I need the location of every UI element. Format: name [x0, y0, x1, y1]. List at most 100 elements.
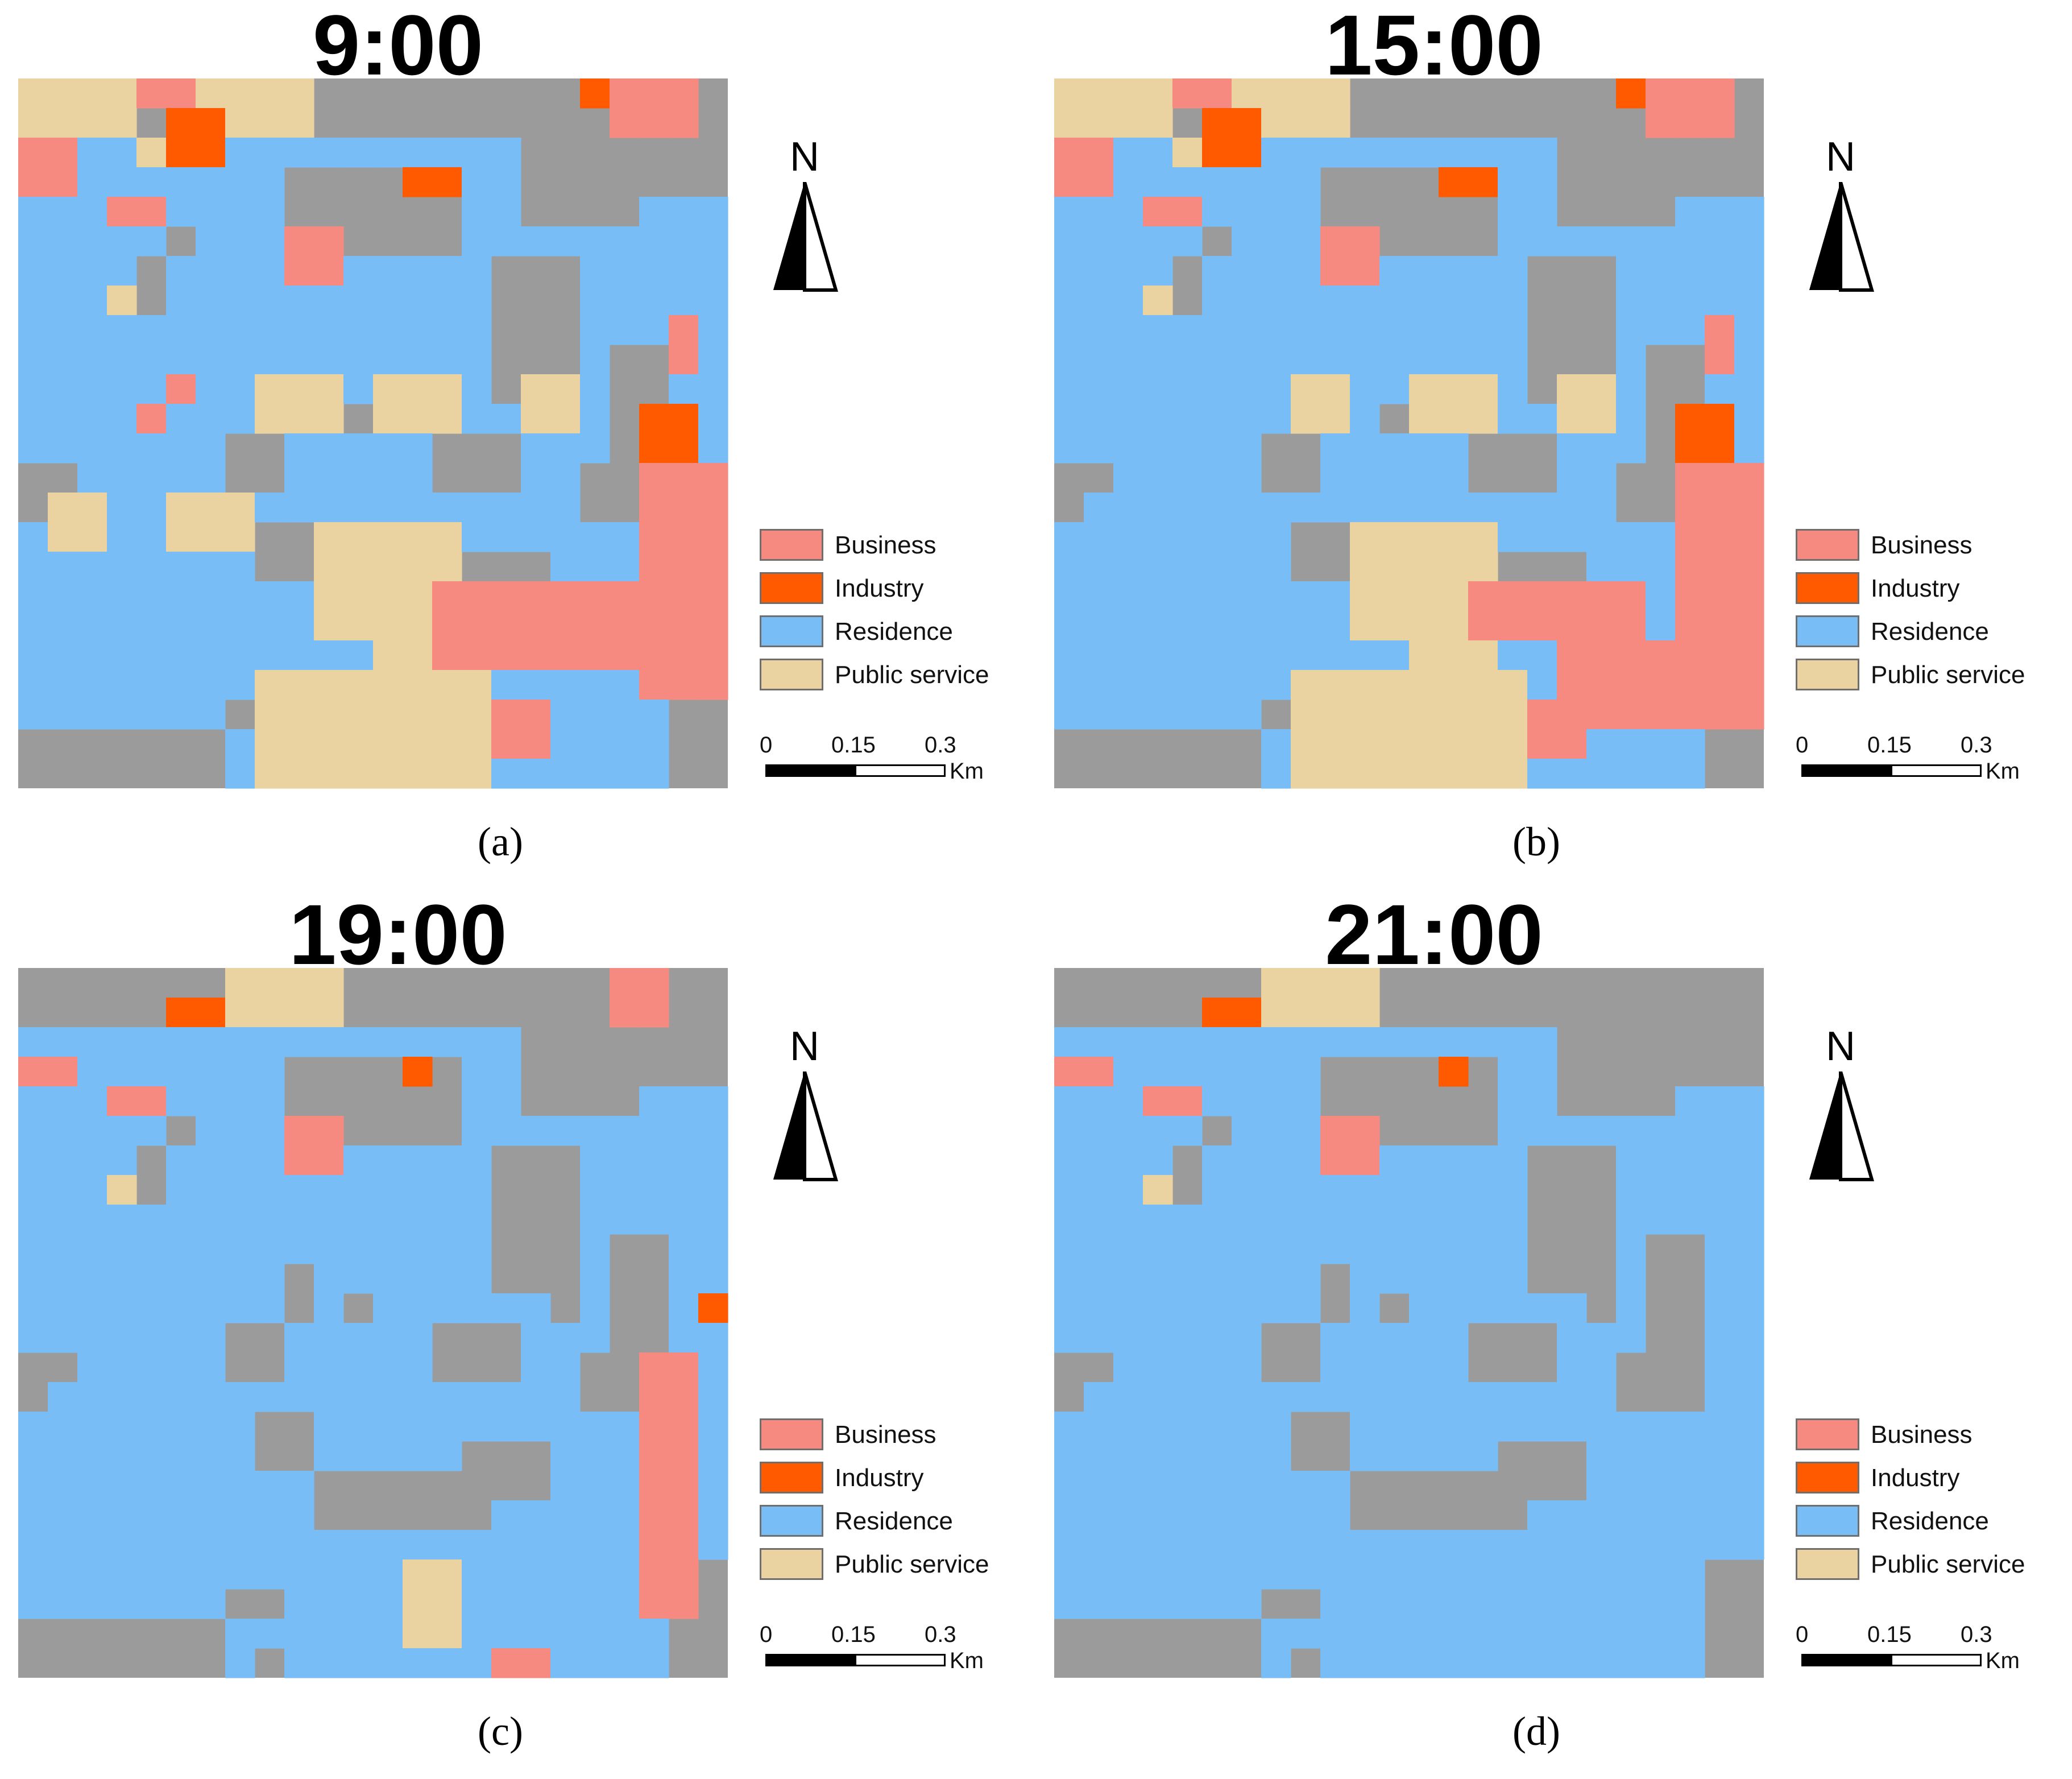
land-cell-business	[1557, 581, 1587, 611]
land-cell-residence	[491, 1500, 521, 1530]
land-cell-residence	[1172, 1205, 1203, 1235]
panel-title: 15:00	[1325, 0, 1543, 93]
land-cell-business	[284, 1145, 314, 1176]
land-cell-residence	[107, 404, 137, 434]
land-cell-residence	[1616, 433, 1646, 464]
land-cell-public-service	[403, 404, 433, 434]
land-cell-residence	[255, 1382, 285, 1412]
land-cell-residence	[314, 1027, 344, 1057]
land-cell-residence	[491, 1116, 521, 1146]
land-cell-residence	[1616, 1441, 1646, 1471]
land-cell-business	[1675, 78, 1705, 109]
land-cell-residence	[462, 1234, 492, 1264]
land-cell-residence	[77, 611, 107, 641]
land-cell-residence	[669, 1086, 699, 1116]
land-cell-residence	[284, 1619, 314, 1649]
land-cell-business	[1705, 581, 1735, 611]
land-cell-residence	[225, 1471, 255, 1501]
land-cell-residence	[1113, 197, 1143, 227]
land-cell-residence	[1320, 1619, 1350, 1649]
scale-segment-black	[765, 1654, 856, 1666]
land-cell-public-service	[1350, 552, 1380, 582]
land-cell-public-service	[343, 611, 374, 641]
land-cell-residence	[1527, 1057, 1557, 1087]
legend-label: Business	[1871, 531, 1972, 559]
land-cell-public-service	[77, 522, 107, 552]
land-cell-residence	[1527, 493, 1557, 523]
land-cell-residence	[1379, 1648, 1410, 1678]
land-cell-business	[491, 640, 521, 671]
land-cell-residence	[1261, 1057, 1291, 1087]
land-cell-residence	[18, 1323, 48, 1353]
panel-sublabel: (b)	[1512, 819, 1560, 864]
land-cell-business	[550, 581, 581, 611]
land-cell-residence	[1291, 1264, 1321, 1294]
land-cell-residence	[255, 197, 285, 227]
land-cell-residence	[1261, 1145, 1291, 1176]
land-cell-residence	[1143, 1145, 1173, 1176]
land-cell-residence	[196, 433, 226, 464]
land-cell-residence	[1705, 1293, 1735, 1323]
land-cell-residence	[1439, 315, 1469, 345]
land-cell-residence	[1379, 315, 1410, 345]
land-cell-residence	[77, 1471, 107, 1501]
land-cell-residence	[698, 1471, 728, 1501]
land-cell-residence	[166, 1293, 196, 1323]
land-cell-residence	[1054, 226, 1084, 256]
land-cell-public-service	[1468, 552, 1498, 582]
land-cell-residence	[1646, 581, 1676, 611]
land-cell-residence	[136, 1412, 167, 1442]
land-cell-residence	[1232, 581, 1262, 611]
land-cell-residence	[1291, 138, 1321, 168]
land-cell-business	[521, 581, 551, 611]
land-cell-residence	[373, 138, 403, 168]
land-cell-residence	[1291, 611, 1321, 641]
land-cell-residence	[1439, 1559, 1469, 1590]
land-cell-residence	[255, 1559, 285, 1590]
land-cell-residence	[462, 1530, 492, 1560]
land-cell-residence	[1261, 1412, 1291, 1442]
land-cell-residence	[1143, 522, 1173, 552]
land-cell-industry	[1675, 433, 1705, 464]
land-cell-residence	[639, 1619, 669, 1649]
land-cell-residence	[1527, 1530, 1557, 1560]
north-arrow: N	[1798, 1026, 1883, 1197]
land-cell-residence	[1646, 1412, 1676, 1442]
land-cell-residence	[166, 433, 196, 464]
land-cell-public-service	[1439, 759, 1469, 789]
land-cell-industry	[1468, 167, 1498, 197]
land-cell-residence	[107, 1530, 137, 1560]
land-cell-public-service	[1439, 729, 1469, 759]
land-cell-residence	[1379, 1530, 1410, 1560]
land-cell-residence	[1468, 138, 1498, 168]
land-cell-residence	[107, 493, 137, 523]
land-cell-public-service	[1379, 522, 1410, 552]
land-cell-residence	[1291, 286, 1321, 316]
land-cell-residence	[255, 1145, 285, 1176]
land-cell-residence	[255, 611, 285, 641]
land-cell-business	[1468, 611, 1498, 641]
land-cell-business	[698, 463, 728, 493]
land-cell-residence	[166, 1559, 196, 1590]
land-cell-residence	[1557, 1619, 1587, 1649]
land-cell-residence	[1557, 1500, 1587, 1530]
land-cell-residence	[1379, 286, 1410, 316]
land-cell-business	[1705, 700, 1735, 730]
scale-tick-1: 0.15	[1867, 1622, 1912, 1647]
land-cell-residence	[1084, 1471, 1114, 1501]
land-cell-residence	[1646, 1589, 1676, 1619]
land-cell-residence	[1054, 433, 1084, 464]
land-cell-residence	[580, 286, 610, 316]
land-cell-residence	[1379, 1145, 1410, 1176]
land-cell-residence	[48, 611, 78, 641]
land-cell-residence	[1705, 256, 1735, 286]
land-cell-residence	[196, 611, 226, 641]
land-cell-residence	[1320, 1471, 1350, 1501]
land-cell-residence	[1232, 1027, 1262, 1057]
land-cell-residence	[521, 759, 551, 789]
land-cell-residence	[1379, 1027, 1410, 1057]
land-cell-residence	[1172, 1559, 1203, 1590]
land-cell-residence	[580, 1471, 610, 1501]
land-cell-residence	[18, 1412, 48, 1442]
land-cell-residence	[18, 1205, 48, 1235]
